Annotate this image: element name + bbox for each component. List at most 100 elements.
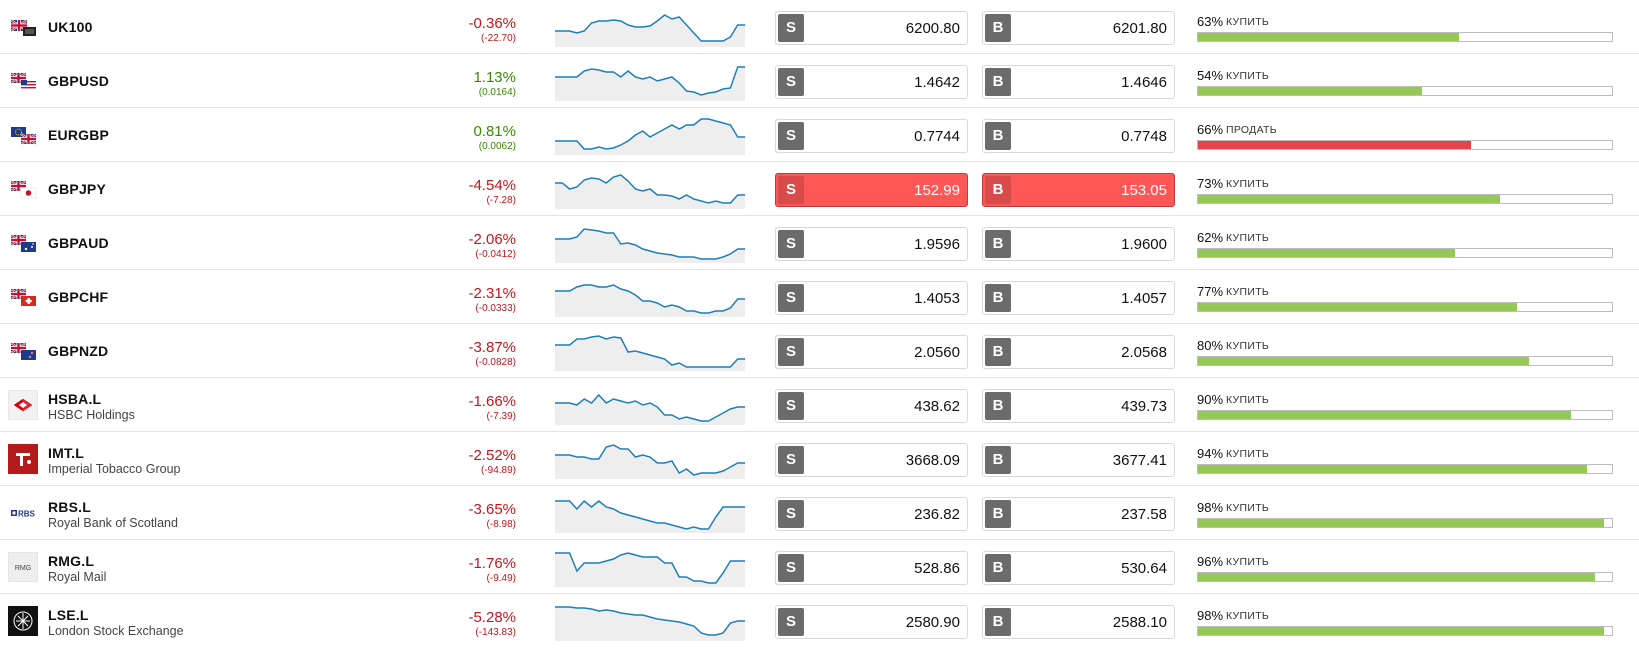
sentiment-bar (1197, 302, 1613, 312)
sentiment-label: КУПИТЬ (1226, 70, 1270, 82)
buy-button[interactable]: B 0.7748 (982, 119, 1175, 153)
sentiment-label: КУПИТЬ (1226, 394, 1270, 406)
buy-price: 237.58 (1121, 506, 1167, 523)
uk-flag-icon (8, 12, 38, 42)
buy-price: 153.05 (1121, 182, 1167, 199)
sell-button[interactable]: S 6200.80 (775, 11, 968, 45)
instrument-row[interactable]: UK100 -0.36% (-22.70) S 6200.80 B 6201.80 63% КУ… (0, 0, 1639, 54)
instrument-symbol[interactable]: GBPJPY (48, 181, 106, 197)
buy-price: 2.0568 (1121, 344, 1167, 361)
change-percent: -0.36% (468, 15, 516, 32)
buy-label: B (985, 14, 1011, 42)
sell-button[interactable]: S 528.86 (775, 551, 968, 585)
sparkline-area (555, 67, 745, 101)
svg-text:RBS: RBS (18, 510, 36, 519)
sentiment-bar-fill (1198, 141, 1472, 149)
sparkline-chart (555, 169, 745, 209)
instrument-symbol[interactable]: UK100 (48, 19, 93, 35)
sentiment-label: КУПИТЬ (1226, 448, 1270, 460)
buy-label: B (985, 230, 1011, 258)
sentiment-percent: 66% (1197, 122, 1224, 137)
sentiment-percent: 80% (1197, 338, 1224, 353)
buy-price: 6201.80 (1112, 20, 1167, 37)
instrument-symbol[interactable]: RMG.L (48, 553, 95, 569)
change-percent: -1.66% (468, 393, 516, 410)
change-percent: -5.28% (468, 609, 516, 626)
sell-button[interactable]: S 236.82 (775, 497, 968, 531)
sentiment-percent: 73% (1197, 176, 1224, 191)
instrument-row[interactable]: HSBA.L HSBC Holdings -1.66% (-7.39) S 438.62 B… (0, 378, 1639, 432)
buy-button[interactable]: B 1.4057 (982, 281, 1175, 315)
sentiment-bar (1197, 140, 1613, 150)
sell-price: 438.62 (914, 398, 960, 415)
sell-button[interactable]: S 438.62 (775, 389, 968, 423)
sell-button[interactable]: S 0.7744 (775, 119, 968, 153)
buy-button[interactable]: B 2.0568 (982, 335, 1175, 369)
instrument-symbol[interactable]: RBS.L (48, 499, 91, 515)
instrument-symbol[interactable]: GBPNZD (48, 343, 109, 359)
instrument-row[interactable]: LSE.L London Stock Exchange -5.28% (-143.83… (0, 594, 1639, 648)
buy-label: B (985, 392, 1011, 420)
buy-label: B (985, 122, 1011, 150)
instrument-symbol[interactable]: LSE.L (48, 607, 89, 623)
sell-button[interactable]: S 1.4642 (775, 65, 968, 99)
sentiment-bar-fill (1198, 195, 1501, 203)
sell-label: S (778, 284, 804, 312)
buy-button[interactable]: B 2588.10 (982, 605, 1175, 639)
instrument-row[interactable]: GBPAUD -2.06% (-0.0412) S 1.9596 B 1.9600 62% КУ… (0, 216, 1639, 270)
instrument-row[interactable]: GBPJPY -4.54% (-7.28) S 152.99 B 153.05 73% КУПИ… (0, 162, 1639, 216)
instrument-row[interactable]: GBPCHF -2.31% (-0.0333) S 1.4053 B 1.4057 77% КУ… (0, 270, 1639, 324)
instrument-symbol[interactable]: EURGBP (48, 127, 110, 143)
sentiment-bar-fill (1198, 411, 1571, 419)
change-absolute: (-0.0828) (475, 357, 516, 368)
instrument-symbol[interactable]: GBPCHF (48, 289, 109, 305)
buy-button[interactable]: B 6201.80 (982, 11, 1175, 45)
sell-button[interactable]: S 1.9596 (775, 227, 968, 261)
sell-button[interactable]: S 3668.09 (775, 443, 968, 477)
buy-button[interactable]: B 1.9600 (982, 227, 1175, 261)
sentiment-bar-fill (1198, 87, 1422, 95)
sentiment-label: КУПИТЬ (1226, 340, 1270, 352)
buy-price: 1.4646 (1121, 74, 1167, 91)
buy-button[interactable]: B 439.73 (982, 389, 1175, 423)
buy-label: B (985, 176, 1011, 204)
sell-button[interactable]: S 1.4053 (775, 281, 968, 315)
sparkline-line (555, 552, 745, 584)
uk-jp-flags-icon (8, 174, 38, 204)
sell-button[interactable]: S 152.99 (775, 173, 968, 207)
instrument-symbol[interactable]: IMT.L (48, 445, 84, 461)
instrument-row[interactable]: RMG RMG.L Royal Mail -1.76% (-9.49) S 528.86 B 5… (0, 540, 1639, 594)
change-absolute: (-22.70) (480, 33, 516, 44)
sell-button[interactable]: S 2580.90 (775, 605, 968, 639)
royal-mail-logo-icon: RMG (8, 552, 38, 582)
instrument-row[interactable]: RBS RBS.L Royal Bank of Scotland -3.65% (-8.… (0, 486, 1639, 540)
instrument-row[interactable]: GBPUSD 1.13% (0.0164) S 1.4642 B 1.4646 54% КУПИ… (0, 54, 1639, 108)
sell-button[interactable]: S 2.0560 (775, 335, 968, 369)
instrument-row[interactable]: GBPNZD -3.87% (-0.0828) S 2.0560 B 2.0568 80% КУ… (0, 324, 1639, 378)
sparkline-chart (555, 493, 745, 533)
sentiment-label: КУПИТЬ (1226, 178, 1270, 190)
instrument-symbol[interactable]: GBPUSD (48, 73, 110, 89)
change-percent: -1.76% (468, 555, 516, 572)
sell-label: S (778, 14, 804, 42)
change-percent: -2.06% (468, 231, 516, 248)
change-percent: 1.13% (473, 69, 516, 86)
sentiment-bar-fill (1198, 627, 1604, 635)
instrument-row[interactable]: EURGBP 0.81% (0.0062) S 0.7744 B 0.7748 66% ПРОД… (0, 108, 1639, 162)
change-percent: -3.65% (468, 501, 516, 518)
buy-button[interactable]: B 237.58 (982, 497, 1175, 531)
buy-button[interactable]: B 3677.41 (982, 443, 1175, 477)
instrument-row[interactable]: IMT.L Imperial Tobacco Group -2.52% (-94.89… (0, 432, 1639, 486)
buy-price: 1.9600 (1121, 236, 1167, 253)
sentiment-bar (1197, 32, 1613, 42)
rbs-logo-icon: RBS (8, 498, 38, 528)
instrument-symbol[interactable]: HSBA.L (48, 391, 102, 407)
sell-label: S (778, 338, 804, 366)
sentiment-bar-fill (1198, 357, 1530, 365)
buy-button[interactable]: B 1.4646 (982, 65, 1175, 99)
svg-text:RMG: RMG (15, 565, 31, 572)
change-percent: -2.52% (468, 447, 516, 464)
buy-button[interactable]: B 530.64 (982, 551, 1175, 585)
buy-button[interactable]: B 153.05 (982, 173, 1175, 207)
instrument-symbol[interactable]: GBPAUD (48, 235, 109, 251)
